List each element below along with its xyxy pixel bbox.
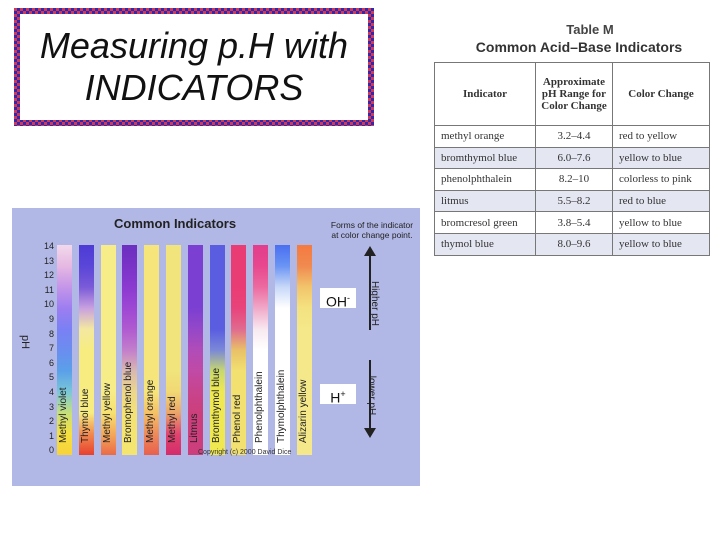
hydrogen-label: H+ bbox=[320, 384, 356, 406]
indicator-bar-label: Bromthymol blue bbox=[210, 367, 222, 443]
indicator-bar-label: Phenol red bbox=[232, 394, 244, 443]
indicator-bar-label: Thymolphthalein bbox=[276, 369, 287, 443]
hydrogen-charge: + bbox=[340, 389, 346, 399]
title-frame: Measuring p.H with INDICATORS bbox=[14, 8, 374, 126]
indicator-name: methyl orange bbox=[434, 125, 536, 148]
hydroxide-label: OH- bbox=[320, 288, 356, 310]
indicator-name: bromcresol green bbox=[434, 211, 536, 234]
chart-title: Common Indicators bbox=[114, 216, 237, 231]
ph-tick-label: 8 bbox=[48, 328, 54, 339]
hydroxide-text: OH bbox=[326, 293, 347, 310]
indicator-bar bbox=[144, 245, 160, 455]
ph-tick-label: 9 bbox=[48, 314, 54, 324]
indicator-bar bbox=[296, 245, 312, 455]
indicator-name: thymol blue bbox=[434, 232, 536, 256]
indicator-bar bbox=[78, 245, 94, 455]
ph-range: 5.5–8.2 bbox=[535, 189, 613, 213]
ph-tick-label: 12 bbox=[43, 270, 54, 281]
color-change: red to yellow bbox=[612, 125, 710, 148]
color-change: yellow to blue bbox=[612, 146, 710, 170]
indicator-bar bbox=[253, 245, 269, 455]
indicator-bar-label: Litmus bbox=[188, 413, 200, 443]
ph-tick-label: 5 bbox=[48, 372, 54, 383]
color-change: colorless to pink bbox=[612, 168, 710, 191]
arrow-down-icon bbox=[364, 428, 376, 438]
indicator-bar bbox=[231, 245, 247, 455]
table-row: bromcresol green 3.8–5.4 yellow to blue bbox=[434, 211, 710, 234]
ph-tick-label: 7 bbox=[48, 343, 54, 354]
color-change: red to blue bbox=[612, 189, 710, 213]
indicator-bar-label: Alizarin yellow bbox=[297, 379, 309, 443]
ph-tick-label: 14 bbox=[43, 241, 54, 251]
indicator-bar-label: Methyl yellow bbox=[101, 382, 113, 443]
table-row: phenolphthalein 8.2–10 colorless to pink bbox=[434, 168, 710, 191]
indicator-bar bbox=[187, 245, 203, 455]
higher-ph-label: Higher pH bbox=[369, 280, 381, 327]
indicator-bar-label: Bromophenol blue bbox=[123, 361, 135, 443]
arrow-line-down bbox=[369, 360, 371, 430]
indicator-name: bromthymol blue bbox=[434, 146, 536, 170]
header-ph-range: Approximate pH Range for Color Change bbox=[535, 62, 613, 126]
title-line-1: Measuring p.H with bbox=[39, 25, 349, 66]
title-line-2: INDICATORS bbox=[84, 67, 304, 108]
table-m-title: Common Acid–Base Indicators bbox=[475, 39, 683, 55]
ph-tick-label: 11 bbox=[44, 284, 54, 295]
lower-ph-label: lower pH bbox=[366, 375, 378, 416]
header-color-change: Color Change bbox=[612, 62, 710, 126]
indicator-bar-label: Methyl red bbox=[167, 396, 178, 443]
table-row: methyl orange 3.2–4.4 red to yellow bbox=[434, 125, 710, 148]
hydrogen-text: H bbox=[330, 389, 341, 406]
table-header-row: Indicator Approximate pH Range for Color… bbox=[434, 62, 710, 126]
ph-tick-label: 4 bbox=[48, 387, 54, 397]
ph-tick-label: 6 bbox=[48, 357, 54, 368]
table-m-caption: Table M Common Acid–Base Indicators bbox=[434, 22, 720, 55]
ph-tick-label: 1 bbox=[48, 430, 54, 441]
indicator-bar-label: Methyl violet bbox=[58, 387, 69, 443]
ph-range: 8.0–9.6 bbox=[535, 232, 613, 256]
header-indicator: Indicator bbox=[434, 62, 536, 126]
indicator-bar-label: Thymol blue bbox=[79, 388, 91, 443]
table-m-label: Table M bbox=[566, 22, 614, 37]
ph-tick-label: 13 bbox=[43, 255, 54, 266]
indicator-bar bbox=[100, 245, 116, 455]
ph-range: 3.8–5.4 bbox=[535, 211, 613, 234]
indicator-name: litmus bbox=[434, 189, 536, 213]
indicator-bar bbox=[275, 245, 290, 455]
ph-tick-label: 10 bbox=[43, 299, 54, 310]
indicator-bar bbox=[57, 245, 72, 455]
indicator-bar bbox=[209, 245, 225, 455]
arrow-line-up bbox=[369, 254, 371, 330]
indicator-bar bbox=[122, 245, 138, 455]
indicator-name: phenolphthalein bbox=[434, 168, 536, 191]
table-row: litmus 5.5–8.2 red to blue bbox=[434, 189, 710, 213]
ph-range: 8.2–10 bbox=[535, 168, 613, 191]
copyright-note: Copyright (c) 2000 David Dice bbox=[198, 449, 292, 456]
ph-axis-label: pH bbox=[19, 334, 32, 350]
arrow-up-icon bbox=[364, 246, 376, 256]
hydroxide-charge: - bbox=[347, 293, 350, 303]
forms-note: Forms of the indicator at color change p… bbox=[330, 220, 414, 240]
indicator-chart: Common Indicators Forms of the indicator… bbox=[12, 208, 420, 486]
table-row: bromthymol blue 6.0–7.6 yellow to blue bbox=[434, 146, 710, 170]
indicator-bar-label: Phenolphthalein bbox=[254, 371, 266, 443]
indicator-table: Indicator Approximate pH Range for Color… bbox=[434, 62, 710, 256]
color-change: yellow to blue bbox=[612, 211, 710, 234]
color-change: yellow to blue bbox=[612, 232, 710, 256]
ph-tick-label: 2 bbox=[48, 416, 54, 427]
indicator-bar bbox=[166, 245, 181, 455]
ph-range: 6.0–7.6 bbox=[535, 146, 613, 170]
ph-tick-label: 0 bbox=[48, 445, 54, 456]
ph-tick-label: 3 bbox=[48, 401, 54, 412]
table-row: thymol blue 8.0–9.6 yellow to blue bbox=[434, 232, 710, 256]
indicator-bar-label: Methyl orange bbox=[145, 379, 157, 443]
title-box: Measuring p.H with INDICATORS bbox=[20, 14, 368, 120]
ph-range: 3.2–4.4 bbox=[535, 125, 613, 148]
